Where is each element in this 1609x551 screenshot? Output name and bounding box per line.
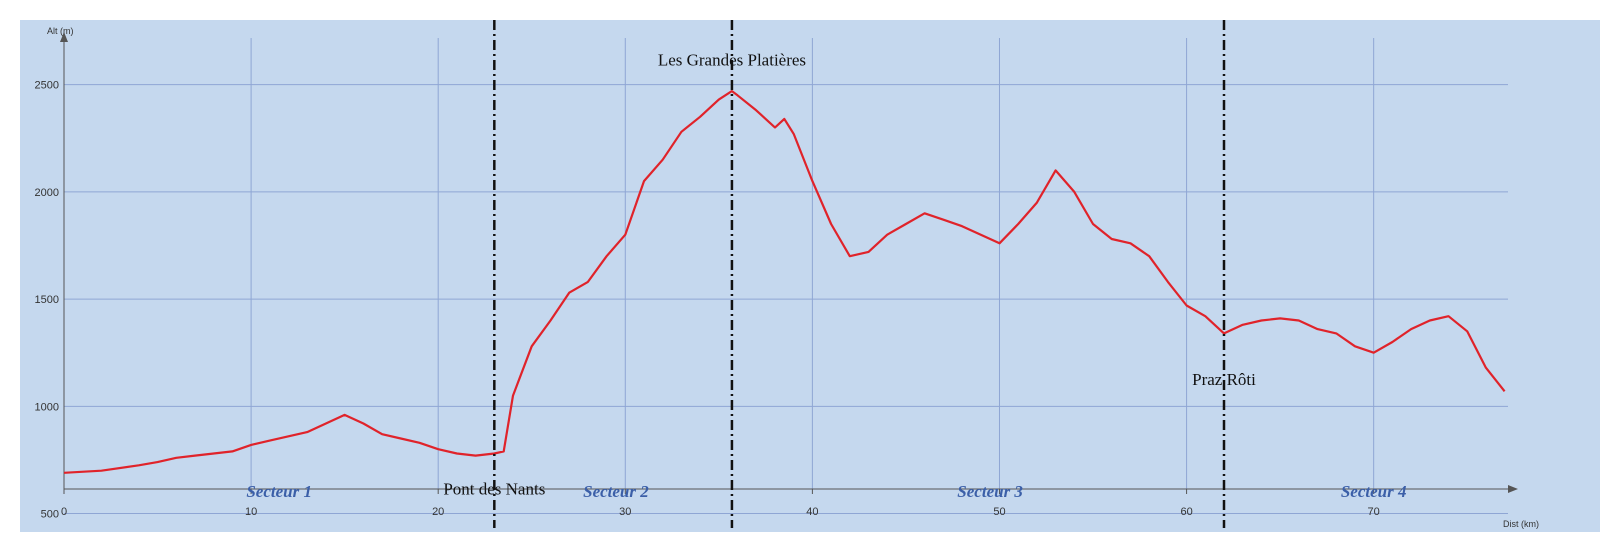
grid — [64, 38, 1508, 515]
x-tick-label: 20 — [432, 506, 444, 518]
axes — [60, 32, 1518, 494]
sector-label: Secteur 4 — [1341, 482, 1407, 501]
y-tick-label: 1000 — [35, 401, 59, 413]
altitude-series-line — [63, 89, 1506, 474]
sector-separators — [493, 20, 1226, 528]
place-label: Pont des Nants — [443, 479, 545, 498]
y-tick-label: 1500 — [35, 294, 59, 306]
sector-label: Secteur 2 — [583, 482, 649, 501]
x-axis-title: Dist (km) — [1503, 519, 1539, 529]
y-tick-label: 2000 — [35, 187, 59, 199]
x-tick-label: 50 — [993, 506, 1005, 518]
x-tick-label: 10 — [245, 506, 257, 518]
annotations: Pont des Nants Les Grandes Platières Praz … — [246, 50, 1406, 501]
sector-label: Secteur 1 — [246, 482, 312, 501]
y-tick-label: 2500 — [35, 80, 59, 92]
plot-background — [20, 20, 1600, 532]
y-axis-arrow — [60, 32, 68, 42]
x-tick-label: 30 — [619, 506, 631, 518]
x-axis-arrow — [1508, 485, 1518, 493]
place-label: Praz Rôti — [1192, 370, 1256, 389]
x-tick-label: 0 — [61, 506, 67, 518]
y-axis-title: Alt (m) — [47, 26, 74, 36]
place-label: Les Grandes Platières — [658, 50, 806, 69]
x-tick-label: 40 — [806, 506, 818, 518]
y-tick-label: 500 — [41, 509, 59, 521]
sector-label: Secteur 3 — [957, 482, 1023, 501]
x-tick-label: 70 — [1368, 506, 1380, 518]
x-tick-label: 60 — [1180, 506, 1192, 518]
tick-labels: 500 1000 1500 2000 2500 0 10 20 30 40 50 60 70 — [35, 80, 1380, 521]
